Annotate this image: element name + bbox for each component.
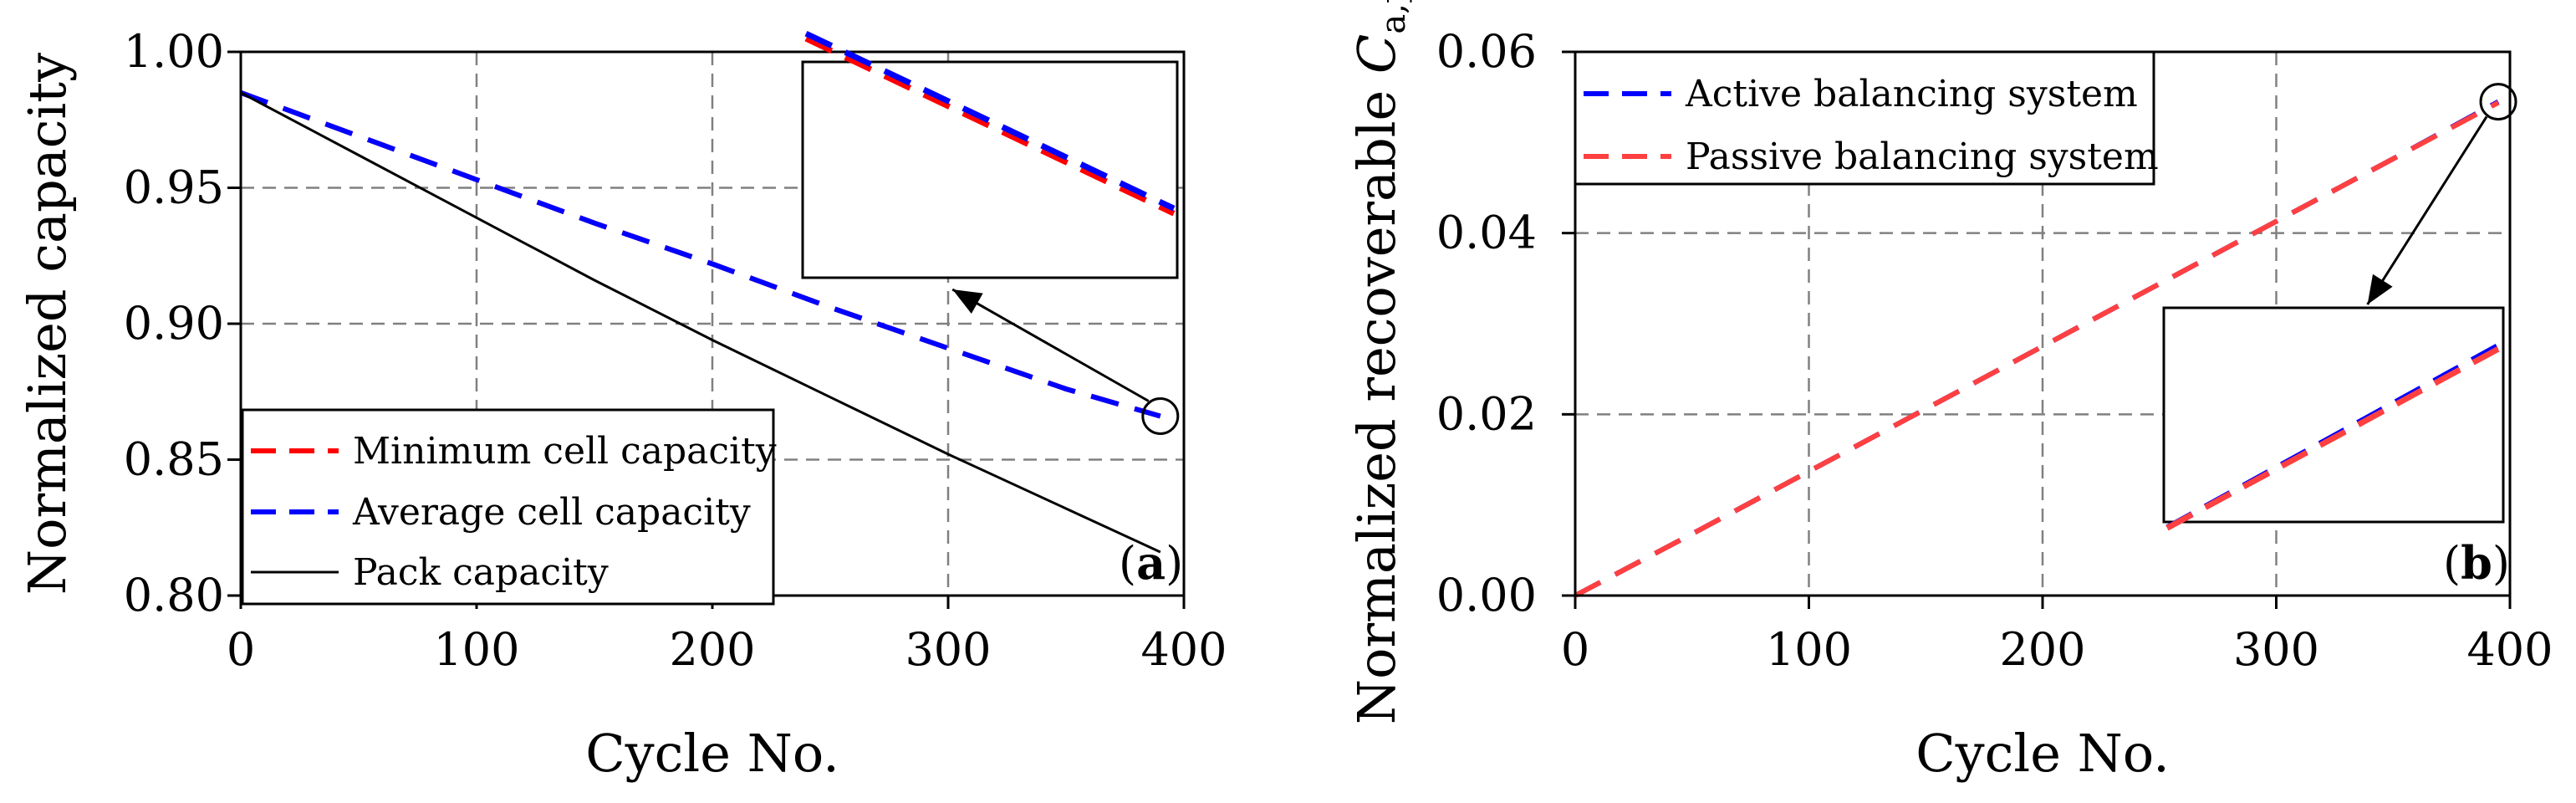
- inset-frame: [2162, 306, 2505, 524]
- legend-box: [1574, 50, 2155, 186]
- y-axis-label: Normalized recoverable Ca,pack: [1346, 0, 1413, 724]
- series-line-2: [239, 90, 1161, 419]
- y-tick-label: 0.90: [124, 297, 224, 350]
- x-tick-label: 300: [905, 623, 991, 676]
- panel-letter: (a): [1119, 536, 1183, 590]
- inset-series-line-2: [2165, 345, 2502, 531]
- y-tick-label: 0.02: [1436, 387, 1537, 440]
- legend-label-2: Passive balancing system: [1686, 136, 2159, 178]
- zoom-marker-circle: [1141, 397, 1180, 435]
- y-tick-label: 0.04: [1436, 207, 1537, 259]
- panel-a: 0 100 200 300 400 0.80 0.85 0.90 0.95 1.00 Minimum…: [17, 25, 1227, 784]
- y-tick-label: 0.06: [1436, 25, 1537, 78]
- x-tick-label: 400: [1140, 623, 1227, 676]
- series-line-2: [1574, 100, 2500, 598]
- x-axis-label: Cycle No.: [1915, 723, 2170, 784]
- inset-series-line-2: [804, 30, 1176, 212]
- y-tick-label: 0.80: [124, 569, 224, 621]
- y-tick-label: 0.85: [124, 433, 224, 486]
- legend-label-1: Active balancing system: [1685, 73, 2138, 115]
- zoom-arrow-head: [952, 289, 983, 314]
- panel-b: 0 100 200 300 400 0.00 0.02 0.04 0.06 Active bala…: [1346, 0, 2553, 784]
- x-tick-label: 0: [1561, 623, 1589, 676]
- x-tick-label: 200: [1999, 623, 2085, 676]
- panel-letter: (b): [2443, 536, 2510, 590]
- zoom-arrow-line: [951, 288, 1150, 402]
- series-line-3: [240, 91, 1161, 554]
- y-tick-label: 1.00: [124, 25, 224, 78]
- x-tick-label: 300: [2233, 623, 2319, 676]
- y-axis-label: Normalized capacity: [17, 53, 78, 595]
- x-axis-label: Cycle No.: [585, 723, 839, 784]
- x-tick-label: 0: [227, 623, 255, 676]
- y-tick-label: 0.95: [124, 161, 224, 214]
- legend-label-1: Minimum cell capacity: [353, 430, 777, 473]
- y-tick-label: 0.00: [1436, 569, 1537, 621]
- inset-series-line-1: [804, 35, 1176, 217]
- zoom-arrow-line: [2366, 115, 2488, 305]
- x-tick-label: 100: [1766, 623, 1852, 676]
- legend-label-3: Pack capacity: [353, 551, 609, 594]
- inset-frame: [801, 60, 1179, 279]
- x-tick-label: 400: [2466, 623, 2553, 676]
- legend-label-2: Average cell capacity: [352, 491, 751, 534]
- zoom-marker-circle: [2479, 83, 2517, 121]
- x-tick-label: 200: [669, 623, 755, 676]
- x-tick-label: 100: [433, 623, 519, 676]
- zoom-arrow-head: [2367, 274, 2393, 304]
